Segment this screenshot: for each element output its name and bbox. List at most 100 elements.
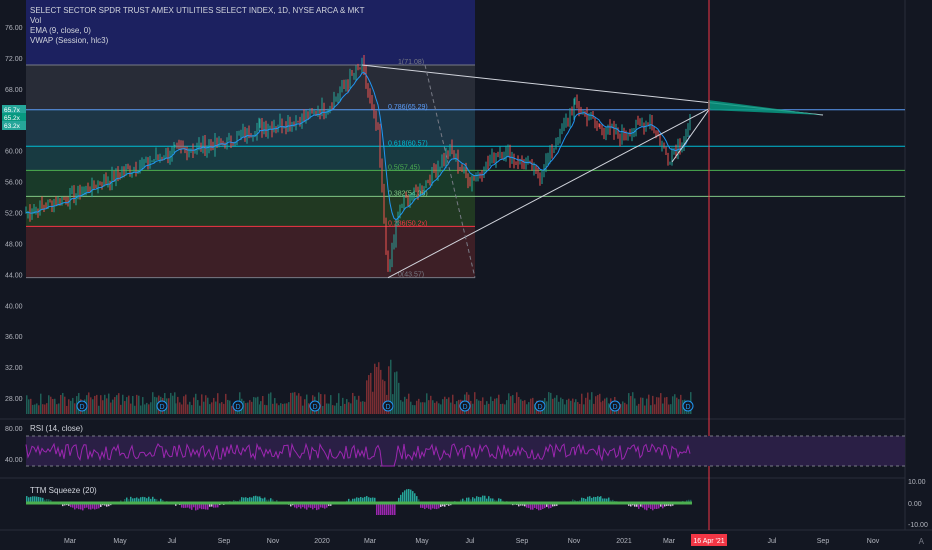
dividend-marker[interactable]: D xyxy=(76,400,88,412)
volume-bar xyxy=(231,405,233,414)
volume-bar xyxy=(400,400,402,414)
volume-bar xyxy=(636,405,638,414)
squeeze-bar xyxy=(197,503,199,510)
time-axis-label: Nov xyxy=(568,538,581,545)
squeeze-bar xyxy=(191,503,193,510)
dividend-marker[interactable]: D xyxy=(156,400,168,412)
squeeze-bar xyxy=(203,503,205,510)
volume-bar xyxy=(640,397,642,414)
volume-bar xyxy=(322,405,324,414)
squeeze-bar xyxy=(430,503,432,510)
volume-bar xyxy=(446,398,448,414)
volume-bar xyxy=(96,394,98,414)
volume-bar xyxy=(604,398,606,414)
squeeze-bar xyxy=(126,497,128,503)
squeeze-bar xyxy=(130,496,132,503)
volume-bar xyxy=(175,403,177,414)
squeeze-bar xyxy=(370,497,372,503)
volume-bar xyxy=(674,394,676,414)
volume-bar xyxy=(474,392,476,414)
volume-bar xyxy=(360,401,362,414)
squeeze-bar xyxy=(552,503,554,507)
volume-bar xyxy=(326,403,328,414)
volume-bar xyxy=(444,396,446,414)
squeeze-bar xyxy=(249,497,251,503)
volume-bar xyxy=(440,404,442,414)
volume-bar xyxy=(600,402,602,414)
squeeze-bar xyxy=(498,498,500,503)
volume-bar xyxy=(680,394,682,414)
squeeze-bar xyxy=(444,503,446,507)
volume-bar xyxy=(354,396,356,414)
squeeze-bar xyxy=(376,503,378,515)
volume-bar xyxy=(50,396,52,414)
dividend-marker[interactable]: D xyxy=(609,400,621,412)
auto-scale-button[interactable]: A xyxy=(918,537,924,546)
fib-zone xyxy=(26,226,475,278)
squeeze-bar xyxy=(156,499,158,503)
dividend-marker[interactable]: D xyxy=(232,400,244,412)
volume-bar xyxy=(264,404,266,414)
volume-bar xyxy=(632,392,634,414)
squeeze-bar xyxy=(490,498,492,503)
volume-bar xyxy=(100,395,102,414)
dividend-marker[interactable]: D xyxy=(382,400,394,412)
squeeze-bar xyxy=(257,496,259,503)
volume-bar xyxy=(140,405,142,414)
squeeze-bar xyxy=(440,503,442,507)
volume-bar xyxy=(530,398,532,414)
volume-bar xyxy=(276,403,278,414)
projection-wedge xyxy=(708,100,823,115)
trendlines[interactable] xyxy=(361,0,824,530)
squeeze-bar xyxy=(424,503,426,510)
squeeze-bar xyxy=(526,503,528,508)
fib-retracement[interactable]: 1(71.08) 0.786(65.29) 0.618(60.57) 0.5(57.4… xyxy=(26,0,905,279)
squeeze-bar xyxy=(201,503,203,510)
volume-bar xyxy=(516,392,518,414)
volume-bar xyxy=(642,397,644,414)
squeeze-bar xyxy=(217,503,219,508)
squeeze-bar xyxy=(587,496,589,503)
squeeze-bar xyxy=(412,491,414,503)
volume-bar xyxy=(482,397,484,414)
squeeze-bar xyxy=(78,503,80,510)
volume-bar xyxy=(38,405,40,414)
volume-bar xyxy=(292,392,294,414)
volume-bar xyxy=(362,401,364,414)
volume-bar xyxy=(223,403,225,414)
squeeze-bar xyxy=(390,503,392,515)
volume-bar xyxy=(56,404,58,414)
volume-bar xyxy=(583,404,585,414)
squeeze-bar xyxy=(462,498,464,503)
dividend-marker[interactable]: D xyxy=(682,400,694,412)
volume-bar xyxy=(52,399,54,414)
squeeze-bar xyxy=(418,499,420,503)
squeeze-bar xyxy=(550,503,552,509)
squeeze-bar xyxy=(358,497,360,503)
volume-bar xyxy=(452,394,454,414)
squeeze-bar xyxy=(312,503,314,510)
squeeze-bar xyxy=(128,499,130,503)
volume-bar xyxy=(68,399,70,414)
volume-bar xyxy=(189,401,191,414)
volume-bar xyxy=(438,403,440,414)
time-axis-label: 2020 xyxy=(314,538,330,545)
squeeze-bar xyxy=(302,503,304,508)
dividend-marker[interactable]: D xyxy=(534,400,546,412)
dividend-marker[interactable]: D xyxy=(309,400,321,412)
squeeze-bar xyxy=(372,497,374,503)
volume-bar xyxy=(432,400,434,414)
volume-bar xyxy=(122,394,124,414)
squeeze-axis-label: -10.00 xyxy=(908,522,928,529)
volume-bar xyxy=(144,404,146,414)
price-axis-label: 36.00 xyxy=(5,334,23,341)
volume-bar xyxy=(620,403,622,414)
volume-bar xyxy=(476,399,478,414)
dividend-marker[interactable]: D xyxy=(459,400,471,412)
volume-bar xyxy=(388,366,390,414)
rsi-axis-label: 40.00 xyxy=(5,457,23,464)
squeeze-bar xyxy=(540,503,542,511)
volume-bar xyxy=(456,401,458,414)
